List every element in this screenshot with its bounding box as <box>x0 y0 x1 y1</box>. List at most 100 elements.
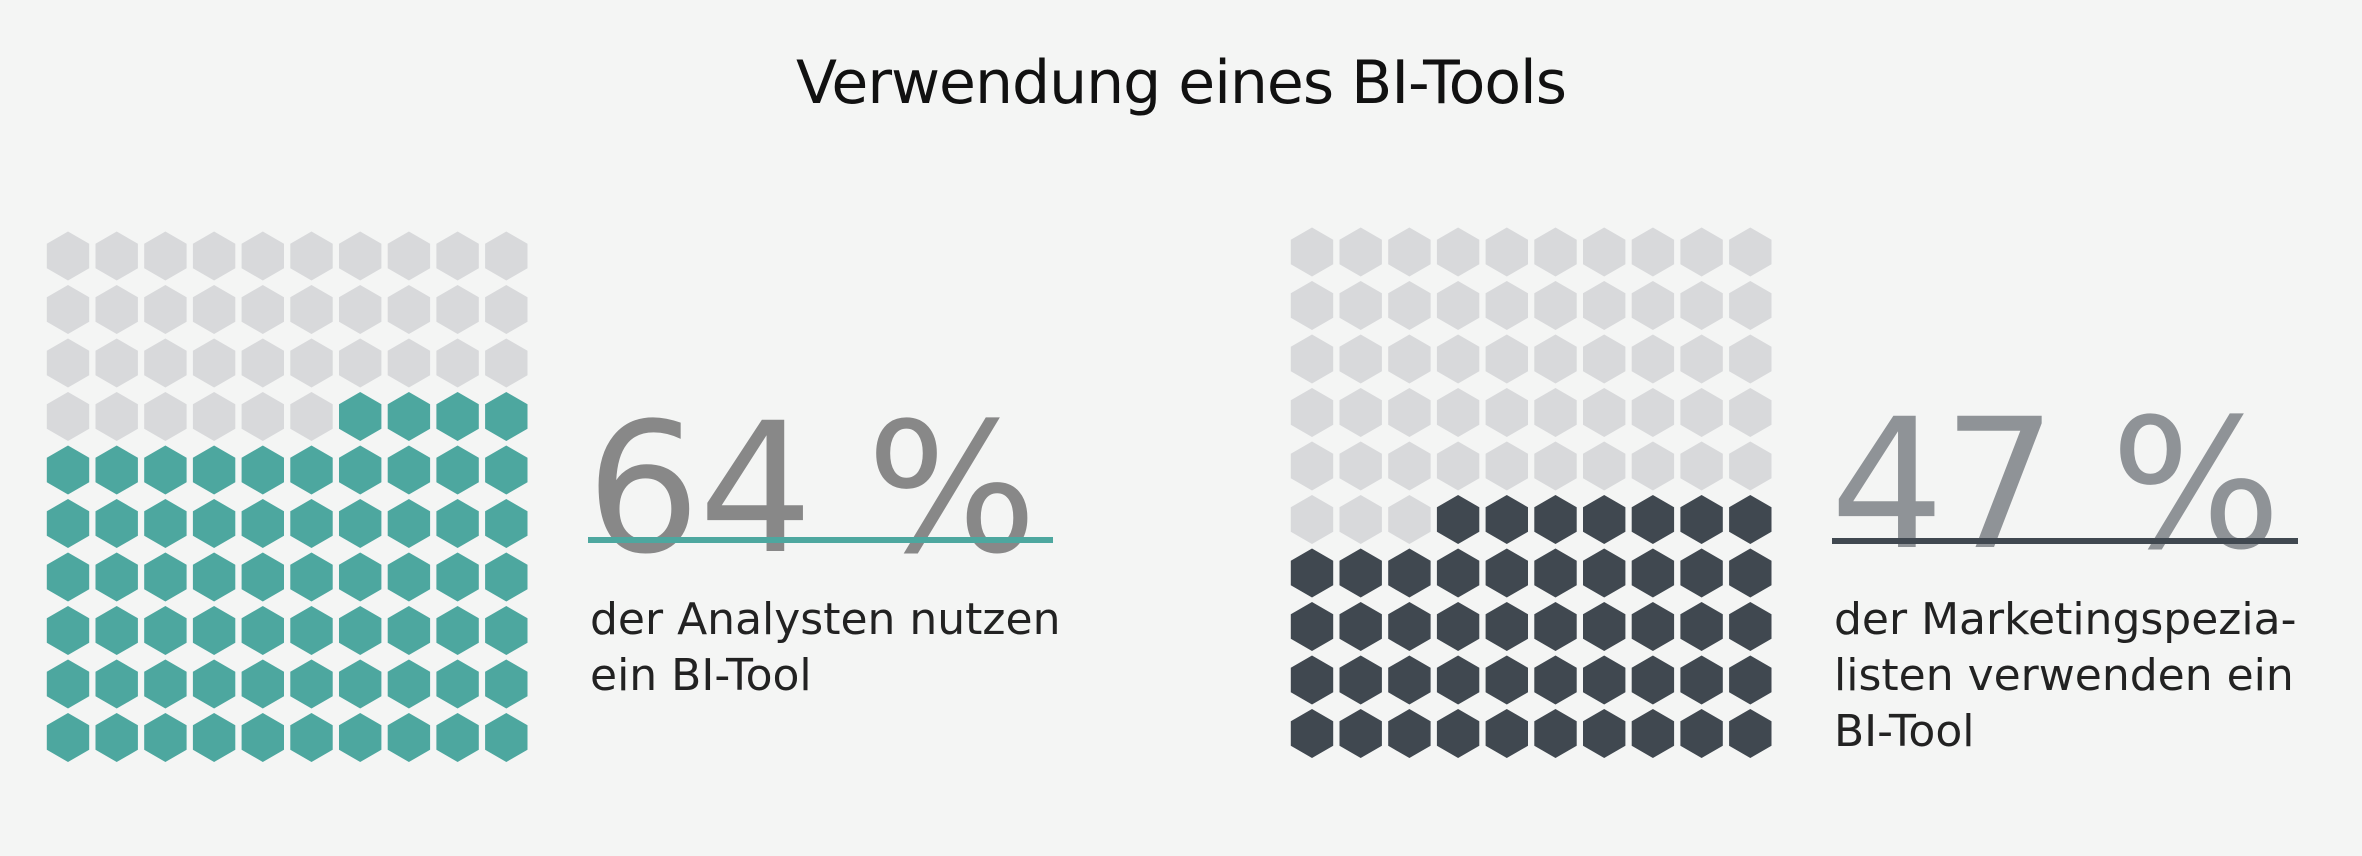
hexagon-empty <box>144 338 187 388</box>
hexagon-filled <box>387 713 431 762</box>
hexagon-filled <box>339 392 382 441</box>
hexagon-filled <box>144 445 187 495</box>
hexagon-filled <box>1436 602 1480 651</box>
hexagon-filled <box>485 713 528 762</box>
hexagon-empty <box>436 338 479 388</box>
hexagon-empty <box>1631 227 1675 277</box>
hexagon-filled <box>192 499 236 548</box>
hexagon-empty <box>1631 441 1675 491</box>
hexagon-filled <box>1339 548 1382 598</box>
hexagon-filled <box>387 445 431 495</box>
caption-line: listen verwenden ein <box>1834 650 2294 701</box>
hexagon-empty <box>192 231 236 281</box>
hexagon-empty <box>1388 495 1431 544</box>
hexagon-filled <box>290 713 333 762</box>
hexagon-filled <box>290 659 333 709</box>
hexagon-empty <box>339 231 382 281</box>
hexagon-empty <box>1631 334 1675 384</box>
hexagon-filled <box>241 499 284 548</box>
hexagon-filled <box>1388 602 1431 651</box>
hexagon-filled <box>1534 495 1577 544</box>
hexagon-empty <box>1339 441 1382 491</box>
hexagon-empty <box>1290 441 1334 491</box>
hexagon-filled <box>1290 655 1334 705</box>
hexagon-filled <box>1388 655 1431 705</box>
hexagon-filled <box>192 552 236 602</box>
hexagon-empty <box>1339 334 1382 384</box>
hexagon-filled <box>144 606 187 655</box>
hexagon-empty <box>46 392 90 441</box>
hexagon-empty <box>1729 281 1772 330</box>
hexagon-empty <box>387 231 431 281</box>
hexagon-empty <box>1290 334 1334 384</box>
hexagon-empty <box>1583 388 1626 437</box>
hexagon-filled <box>241 713 284 762</box>
hexagon-filled <box>1436 548 1480 598</box>
hexagon-filled <box>46 499 90 548</box>
hexagon-filled <box>1631 709 1675 758</box>
hexagon-empty <box>46 231 90 281</box>
caption-line: der Analysten nutzen <box>590 594 1061 645</box>
hexagon-filled <box>241 659 284 709</box>
hexagon-empty <box>290 392 333 441</box>
hexagon-filled <box>1388 548 1431 598</box>
hexagon-filled <box>1485 602 1528 651</box>
hexagon-filled <box>1339 709 1382 758</box>
hexagon-filled <box>1534 655 1577 705</box>
hexagon-empty <box>436 285 479 334</box>
hexagon-empty <box>1680 227 1723 277</box>
hexagon-empty <box>1729 227 1772 277</box>
hexagon-empty <box>1534 334 1577 384</box>
hexagon-empty <box>339 338 382 388</box>
hexagon-empty <box>1290 495 1334 544</box>
hexagon-filled <box>1729 495 1772 544</box>
hexagon-empty <box>485 338 528 388</box>
hexagon-empty <box>1485 388 1528 437</box>
hexagon-filled <box>339 445 382 495</box>
hexagon-empty <box>1583 334 1626 384</box>
hexagon-empty <box>1680 388 1723 437</box>
hexagon-filled <box>95 713 138 762</box>
hexagon-filled <box>339 713 382 762</box>
hexagon-filled <box>436 713 479 762</box>
hexagon-filled <box>192 713 236 762</box>
hexagon-filled <box>46 606 90 655</box>
hexagon-empty <box>46 338 90 388</box>
hexagon-filled <box>1680 655 1723 705</box>
hexagon-empty <box>1436 334 1480 384</box>
divider-marketing <box>1832 538 2298 544</box>
caption-line: BI-Tool <box>1834 706 1975 757</box>
hexagon-empty <box>1534 388 1577 437</box>
hexagon-filled <box>95 499 138 548</box>
hexagon-filled <box>290 552 333 602</box>
hexagon-empty <box>144 231 187 281</box>
hexagon-empty <box>192 285 236 334</box>
hexagon-filled <box>1290 548 1334 598</box>
hexagon-filled <box>1485 495 1528 544</box>
hexagon-empty <box>339 285 382 334</box>
hexagon-filled <box>485 552 528 602</box>
hexagon-filled <box>1729 548 1772 598</box>
percentage-analysts: 64 % <box>586 385 1037 594</box>
hexagon-empty <box>387 338 431 388</box>
hexagon-filled <box>339 499 382 548</box>
hexagon-filled <box>144 552 187 602</box>
hexagon-filled <box>1290 709 1334 758</box>
hexagon-empty <box>95 285 138 334</box>
hexagon-filled <box>436 606 479 655</box>
hexagon-filled <box>1485 548 1528 598</box>
hexagon-filled <box>1631 602 1675 651</box>
hexagon-filled <box>485 606 528 655</box>
hexagon-filled <box>1534 602 1577 651</box>
hexagon-empty <box>1339 227 1382 277</box>
hexagon-empty <box>485 231 528 281</box>
hexagon-filled <box>436 659 479 709</box>
hexagon-filled <box>1583 709 1626 758</box>
hexagon-empty <box>1583 227 1626 277</box>
hexagon-filled <box>1729 602 1772 651</box>
hexagon-empty <box>192 392 236 441</box>
hexagon-filled <box>1436 495 1480 544</box>
hexagon-filled <box>290 445 333 495</box>
hexagon-filled <box>46 552 90 602</box>
hexagon-filled <box>1631 495 1675 544</box>
